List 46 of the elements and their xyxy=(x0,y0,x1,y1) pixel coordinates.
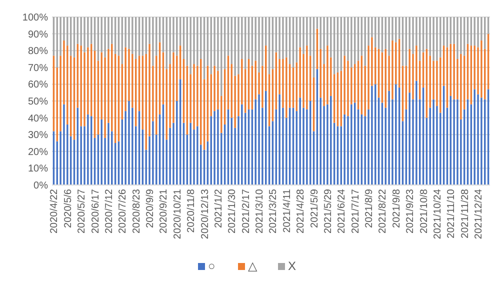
x-tick-label: 2021/4/11 xyxy=(282,188,293,233)
y-tick-label: 30% xyxy=(28,130,48,142)
y-tick-label: 50% xyxy=(28,96,48,108)
x-tick-label: 2020/9/21 xyxy=(158,188,170,234)
y-tick-label: 90% xyxy=(28,29,48,40)
y-tick-label: 80% xyxy=(28,46,48,58)
x-tick-label: 2021/11/28 xyxy=(460,188,471,238)
x-tick-label: 2021/12/24 xyxy=(474,188,485,240)
x-tick-label: 2021/10/8 xyxy=(418,188,430,234)
legend-label: X xyxy=(288,259,296,273)
y-tick-label: 10% xyxy=(28,164,48,175)
x-tick-label: 2020/10/21 xyxy=(172,188,184,240)
x-tick-label: 2021/2/17 xyxy=(240,188,252,234)
y-tick-label: 20% xyxy=(28,146,48,158)
x-tick-label: 2021/3/25 xyxy=(268,188,280,234)
x-tick-label: 2021/6/24 xyxy=(336,188,348,234)
y-tick-label: 60% xyxy=(28,80,48,91)
x-tick-label: 2021/4/28 xyxy=(296,188,307,234)
legend-label: △ xyxy=(248,259,258,273)
x-tick-label: 2021/9/23 xyxy=(405,188,416,234)
y-tick-label: 40% xyxy=(28,113,48,124)
legend-label: ○ xyxy=(208,259,216,273)
x-tick-label: 2020/12/13 xyxy=(200,188,211,240)
x-tick-label: 2020/8/23 xyxy=(131,188,142,234)
x-tick-label: 2021/1/2 xyxy=(213,188,224,228)
x-tick-label: 2021/8/22 xyxy=(378,188,389,234)
y-tick-label: 0% xyxy=(34,180,48,192)
x-tick-label: 2020/4/22 xyxy=(49,188,60,234)
x-tick-label: 2021/11/10 xyxy=(446,188,458,238)
x-tick-label: 2020/6/17 xyxy=(90,188,102,234)
x-tick-label: 2020/5/6 xyxy=(62,188,74,228)
x-tick-label: 2021/1/30 xyxy=(227,188,238,234)
x-tick-label: 2021/8/9 xyxy=(364,188,376,228)
x-tick-label: 2020/7/12 xyxy=(104,188,115,234)
x-tick-label: 2020/7/26 xyxy=(118,188,129,234)
x-tick-label: 2021/9/8 xyxy=(391,188,402,228)
x-tick-label: 2020/11/8 xyxy=(186,188,198,233)
x-tick-label: 2020/9/9 xyxy=(145,188,156,228)
x-tick-label: 2021/10/24 xyxy=(432,188,444,240)
y-tick-label: 70% xyxy=(28,62,48,74)
x-tick-label: 2020/5/27 xyxy=(76,188,88,234)
x-tick-label: 2021/5/9 xyxy=(309,188,320,228)
y-tick-label: 100% xyxy=(22,12,48,24)
x-tick-label: 2021/7/17 xyxy=(350,188,362,234)
x-tick-label: 2021/3/10 xyxy=(254,188,266,234)
x-tick-label: 2021/5/29 xyxy=(322,188,334,234)
